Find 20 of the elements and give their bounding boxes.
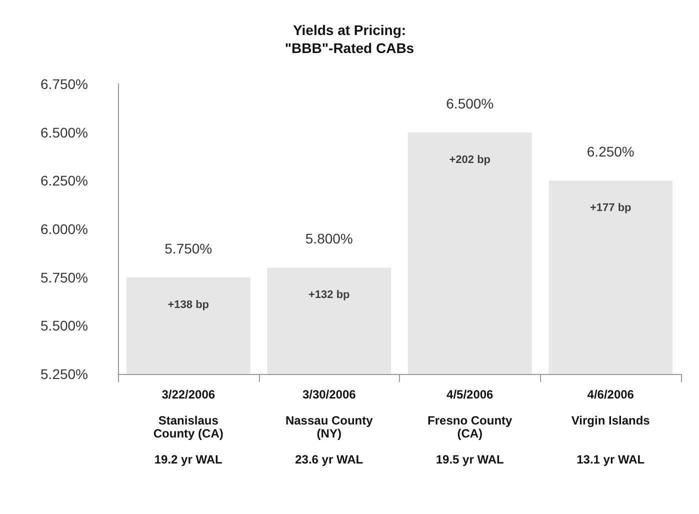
annotation: +132 bp bbox=[308, 289, 350, 302]
annotation: +202 bp bbox=[449, 154, 491, 166]
data-label: 6.250% bbox=[586, 144, 634, 160]
category-label: 4/6/2006 Virgin Islands 13.1 yr WAL bbox=[571, 388, 650, 466]
data-label: 5.750% bbox=[164, 240, 212, 256]
y-tick-label: 6.250% bbox=[40, 172, 88, 189]
x-tick-label: 3/22/2006 Stanislaus County (CA) 19.2 yr WAL bbox=[153, 388, 224, 466]
annotation: +177 bp bbox=[590, 202, 632, 214]
x-tick-label: 4/5/2006 Fresno County (CA) 19.5 yr WAL bbox=[428, 388, 513, 466]
y-tick-label: 6.500% bbox=[40, 124, 88, 140]
data-label: 6.500% bbox=[446, 95, 494, 112]
data-label: 5.800% bbox=[305, 230, 353, 247]
chart-title: Yields at Pricing: "BBB"-Rated CABs bbox=[284, 22, 414, 56]
x-tick-label: 3/30/2006 Nassau County (NY) 23.6 yr WAL bbox=[285, 388, 374, 466]
y-tick-label: 5.750% bbox=[40, 269, 88, 286]
y-tick-label: 5.250% bbox=[40, 366, 88, 382]
y-tick-label: 6.750% bbox=[40, 76, 88, 92]
annotation: +138 bp bbox=[168, 298, 210, 311]
y-tick-label: 6.000% bbox=[40, 221, 88, 237]
y-tick-label: 5.500% bbox=[40, 318, 88, 334]
